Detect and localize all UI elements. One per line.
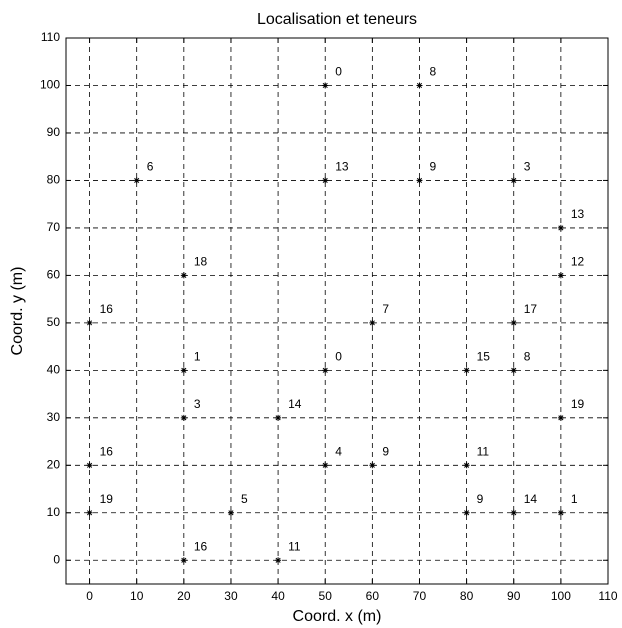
point <box>322 367 329 374</box>
point <box>557 509 564 516</box>
point <box>275 557 282 564</box>
x-tick-label: 30 <box>224 589 238 603</box>
point <box>510 367 517 374</box>
point <box>557 224 564 231</box>
data-label: 3 <box>194 397 201 411</box>
x-tick-label: 100 <box>551 589 571 603</box>
point <box>463 462 470 469</box>
y-tick-label: 30 <box>47 410 61 424</box>
data-label: 14 <box>524 492 538 506</box>
point <box>180 272 187 279</box>
point <box>416 82 423 89</box>
point <box>557 414 564 421</box>
data-label: 19 <box>571 397 585 411</box>
x-tick-label: 0 <box>86 589 93 603</box>
data-label: 6 <box>147 160 154 174</box>
data-label: 1 <box>571 492 578 506</box>
data-label: 17 <box>524 302 538 316</box>
data-label: 9 <box>382 444 389 458</box>
data-label: 0 <box>335 350 342 364</box>
point <box>557 272 564 279</box>
data-label: 5 <box>241 492 248 506</box>
y-tick-label: 110 <box>41 30 60 44</box>
y-tick-label: 100 <box>40 78 60 92</box>
data-label: 9 <box>429 160 436 174</box>
x-axis-label: Coord. x (m) <box>293 608 382 625</box>
y-tick-label: 20 <box>47 457 61 471</box>
data-label: 8 <box>429 65 436 79</box>
data-label: 16 <box>194 539 208 553</box>
data-label: 9 <box>477 492 484 506</box>
data-label: 4 <box>335 444 342 458</box>
point <box>510 509 517 516</box>
point <box>133 177 140 184</box>
data-label: 19 <box>100 492 114 506</box>
point <box>275 414 282 421</box>
point <box>322 177 329 184</box>
point <box>416 177 423 184</box>
x-tick-label: 110 <box>598 589 617 603</box>
y-tick-label: 90 <box>47 125 61 139</box>
point <box>322 82 329 89</box>
point <box>463 509 470 516</box>
data-label: 15 <box>477 350 491 364</box>
point <box>180 557 187 564</box>
data-label: 18 <box>194 255 208 269</box>
y-tick-label: 50 <box>47 315 61 329</box>
data-label: 11 <box>477 444 490 458</box>
point <box>86 319 93 326</box>
y-axis-label: Coord. y (m) <box>9 267 26 356</box>
x-tick-label: 50 <box>319 589 333 603</box>
data-label: 11 <box>288 539 301 553</box>
point <box>510 177 517 184</box>
point <box>322 462 329 469</box>
point <box>180 367 187 374</box>
data-label: 14 <box>288 397 302 411</box>
y-tick-label: 40 <box>47 363 61 377</box>
data-label: 16 <box>100 444 114 458</box>
x-tick-label: 40 <box>271 589 285 603</box>
y-tick-label: 60 <box>47 268 61 282</box>
point <box>369 462 376 469</box>
y-tick-label: 10 <box>47 505 61 519</box>
point <box>510 319 517 326</box>
data-label: 1 <box>194 350 201 364</box>
data-label: 12 <box>571 255 585 269</box>
data-label: 0 <box>335 65 342 79</box>
data-label: 13 <box>335 160 349 174</box>
plot-frame <box>65 37 609 585</box>
point <box>369 319 376 326</box>
chart-title: Localisation et teneurs <box>257 11 417 28</box>
data-label: 3 <box>524 160 531 174</box>
y-tick-label: 70 <box>47 220 61 234</box>
point <box>86 509 93 516</box>
point <box>463 367 470 374</box>
data-label: 7 <box>382 302 389 316</box>
x-tick-label: 20 <box>177 589 191 603</box>
data-label: 16 <box>100 302 114 316</box>
point <box>180 414 187 421</box>
x-tick-label: 80 <box>460 589 474 603</box>
x-tick-label: 90 <box>507 589 521 603</box>
x-tick-label: 60 <box>366 589 380 603</box>
point <box>86 462 93 469</box>
x-tick-label: 70 <box>413 589 427 603</box>
y-tick-label: 0 <box>53 552 60 566</box>
y-tick-label: 80 <box>47 173 61 187</box>
data-label: 13 <box>571 207 585 221</box>
x-tick-label: 10 <box>130 589 144 603</box>
data-label: 8 <box>524 350 531 364</box>
point <box>227 509 234 516</box>
